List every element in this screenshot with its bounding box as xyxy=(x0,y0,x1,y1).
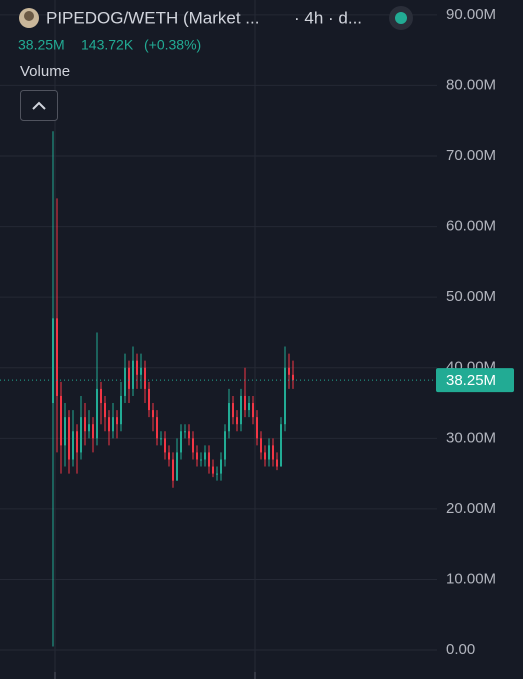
candle-body xyxy=(280,424,282,467)
candle-body xyxy=(260,438,262,453)
candles xyxy=(0,131,437,647)
candle-body xyxy=(192,438,194,453)
legend-value: (+0.38%) xyxy=(144,37,201,53)
candle-body xyxy=(76,431,78,453)
candle-body xyxy=(72,431,74,460)
status-dot xyxy=(395,12,407,24)
candle-body xyxy=(120,395,122,425)
y-tick-label: 50.00M xyxy=(446,288,496,305)
candle-body xyxy=(92,424,94,439)
candle-body xyxy=(176,452,178,481)
candle-body xyxy=(244,395,246,411)
last-price-box xyxy=(436,368,514,393)
candle-body xyxy=(188,431,190,439)
candle-body xyxy=(152,410,154,418)
candle-body xyxy=(240,395,242,425)
candle-body xyxy=(88,424,90,432)
candle-body xyxy=(232,403,234,418)
candle-body xyxy=(224,431,226,460)
candle-body xyxy=(264,452,266,460)
candle-body xyxy=(172,459,174,481)
symbol-title[interactable]: PIPEDOG/WETH (Market ... xyxy=(46,8,259,27)
candle-body xyxy=(112,417,114,432)
y-tick-label: 90.00M xyxy=(446,6,496,23)
candle-body xyxy=(52,318,54,404)
candle-body xyxy=(108,417,110,432)
candle-body xyxy=(68,417,70,460)
y-axis: 90.00M80.00M70.00M60.00M50.00M40.00M30.0… xyxy=(436,6,514,658)
y-tick-label: 30.00M xyxy=(446,429,496,446)
y-tick-label: 60.00M xyxy=(446,218,496,235)
candle-body xyxy=(208,452,210,467)
collapse-button[interactable] xyxy=(20,90,58,121)
candle-body xyxy=(128,367,130,389)
candle-body xyxy=(184,431,186,433)
candle-body xyxy=(60,395,62,446)
last-price-label: 38.25M xyxy=(446,372,496,389)
candle-body xyxy=(136,360,138,375)
candle-body xyxy=(100,388,102,404)
y-tick-label: 10.00M xyxy=(446,570,496,587)
candle-body xyxy=(56,318,58,396)
candle-body xyxy=(196,452,198,460)
candle-body xyxy=(164,438,166,453)
candle-body xyxy=(140,367,142,375)
candle-body xyxy=(212,466,214,474)
candle-body xyxy=(168,452,170,460)
candle-body xyxy=(292,374,294,381)
y-tick-label: 20.00M xyxy=(446,500,496,517)
candle-body xyxy=(216,473,218,475)
candle-body xyxy=(84,417,86,432)
candle-body xyxy=(204,452,206,460)
chevron-icon xyxy=(32,101,46,110)
candle-body xyxy=(200,459,202,461)
candle-body xyxy=(148,388,150,411)
interval[interactable]: · 4h · d... xyxy=(294,8,362,27)
candle-body xyxy=(284,367,286,425)
candle-body xyxy=(228,403,230,432)
candle-body xyxy=(104,403,106,418)
candle-body xyxy=(248,403,250,411)
y-tick-label: 0.00 xyxy=(446,641,475,658)
y-tick-label: 70.00M xyxy=(446,147,496,164)
candle-body xyxy=(64,417,66,446)
candle-body xyxy=(116,417,118,425)
legend-value: 38.25M xyxy=(18,37,65,53)
candle-body xyxy=(272,445,274,460)
candle-body xyxy=(288,367,290,375)
candle-body xyxy=(220,459,222,474)
candle-body xyxy=(268,445,270,460)
candle-body xyxy=(96,388,98,439)
candle-body xyxy=(276,459,278,467)
avatar-detail xyxy=(24,11,34,21)
candle-body xyxy=(252,403,254,418)
candle-body xyxy=(256,417,258,439)
candle-body xyxy=(160,438,162,440)
volume-label: Volume xyxy=(20,63,70,80)
candle-body xyxy=(156,417,158,439)
candle-body xyxy=(180,431,182,453)
legend-value: 143.72K xyxy=(81,37,134,53)
candle-body xyxy=(132,360,134,389)
candle-body xyxy=(80,417,82,453)
candle-body xyxy=(236,417,238,425)
candle-body xyxy=(124,367,126,396)
y-tick-label: 80.00M xyxy=(446,76,496,93)
candle-body xyxy=(144,367,146,389)
